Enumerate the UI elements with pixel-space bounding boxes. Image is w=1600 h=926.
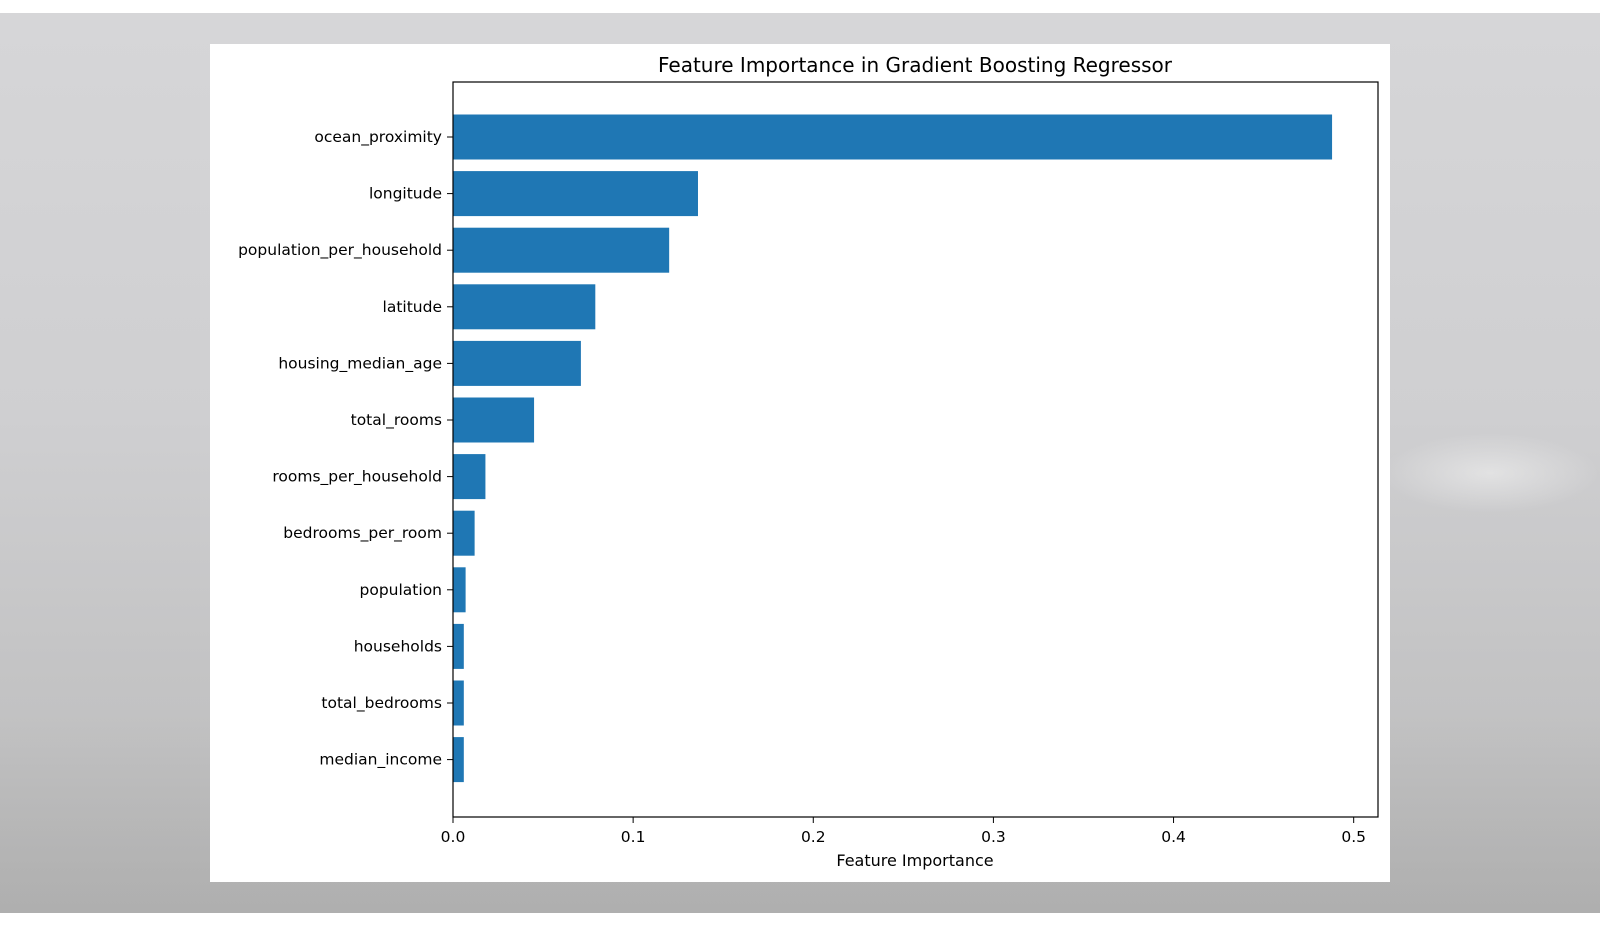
- chart-figure: Feature Importance in Gradient Boosting …: [210, 44, 1390, 882]
- bar-population_per_household: [453, 227, 670, 273]
- bar-housing_median_age: [453, 340, 581, 386]
- y-tick-label: latitude: [383, 298, 442, 316]
- y-tick-label: median_income: [319, 751, 442, 770]
- y-tick-label: housing_median_age: [278, 354, 442, 373]
- x-tick-label: 0.2: [801, 828, 826, 846]
- y-tick-label: longitude: [369, 185, 442, 203]
- bar-chart: Feature Importance in Gradient Boosting …: [238, 53, 1379, 870]
- bar-bedrooms_per_room: [453, 510, 475, 556]
- background-haze: [1380, 433, 1600, 513]
- y-axis-ticks: ocean_proximity longitude population_per_h…: [238, 128, 453, 770]
- x-tick-label: 0.0: [441, 828, 466, 846]
- y-tick-label: total_bedrooms: [321, 694, 442, 713]
- y-tick-label: ocean_proximity: [314, 128, 442, 147]
- x-axis-ticks: 0.0 0.1 0.2 0.3 0.4 0.5: [441, 817, 1366, 846]
- bar-total_bedrooms: [453, 680, 464, 726]
- bar-rooms_per_household: [453, 454, 486, 500]
- y-tick-label: population_per_household: [238, 241, 442, 260]
- bars-group: [453, 114, 1333, 783]
- y-tick-label: population: [360, 581, 442, 599]
- chart-title: Feature Importance in Gradient Boosting …: [658, 53, 1173, 77]
- bar-households: [453, 623, 464, 669]
- bar-latitude: [453, 284, 596, 330]
- x-axis-label: Feature Importance: [836, 851, 993, 870]
- bar-ocean_proximity: [453, 114, 1333, 160]
- y-tick-label: households: [354, 637, 442, 655]
- bar-population: [453, 567, 466, 613]
- y-tick-label: bedrooms_per_room: [283, 524, 442, 543]
- y-tick-label: rooms_per_household: [272, 468, 442, 487]
- x-tick-label: 0.4: [1161, 828, 1186, 846]
- y-tick-label: total_rooms: [351, 411, 442, 430]
- x-tick-label: 0.5: [1341, 828, 1366, 846]
- bar-median_income: [453, 737, 464, 783]
- x-tick-label: 0.1: [621, 828, 646, 846]
- bar-total_rooms: [453, 397, 535, 443]
- x-tick-label: 0.3: [981, 828, 1006, 846]
- bar-longitude: [453, 171, 698, 217]
- plot-frame: [452, 81, 1379, 818]
